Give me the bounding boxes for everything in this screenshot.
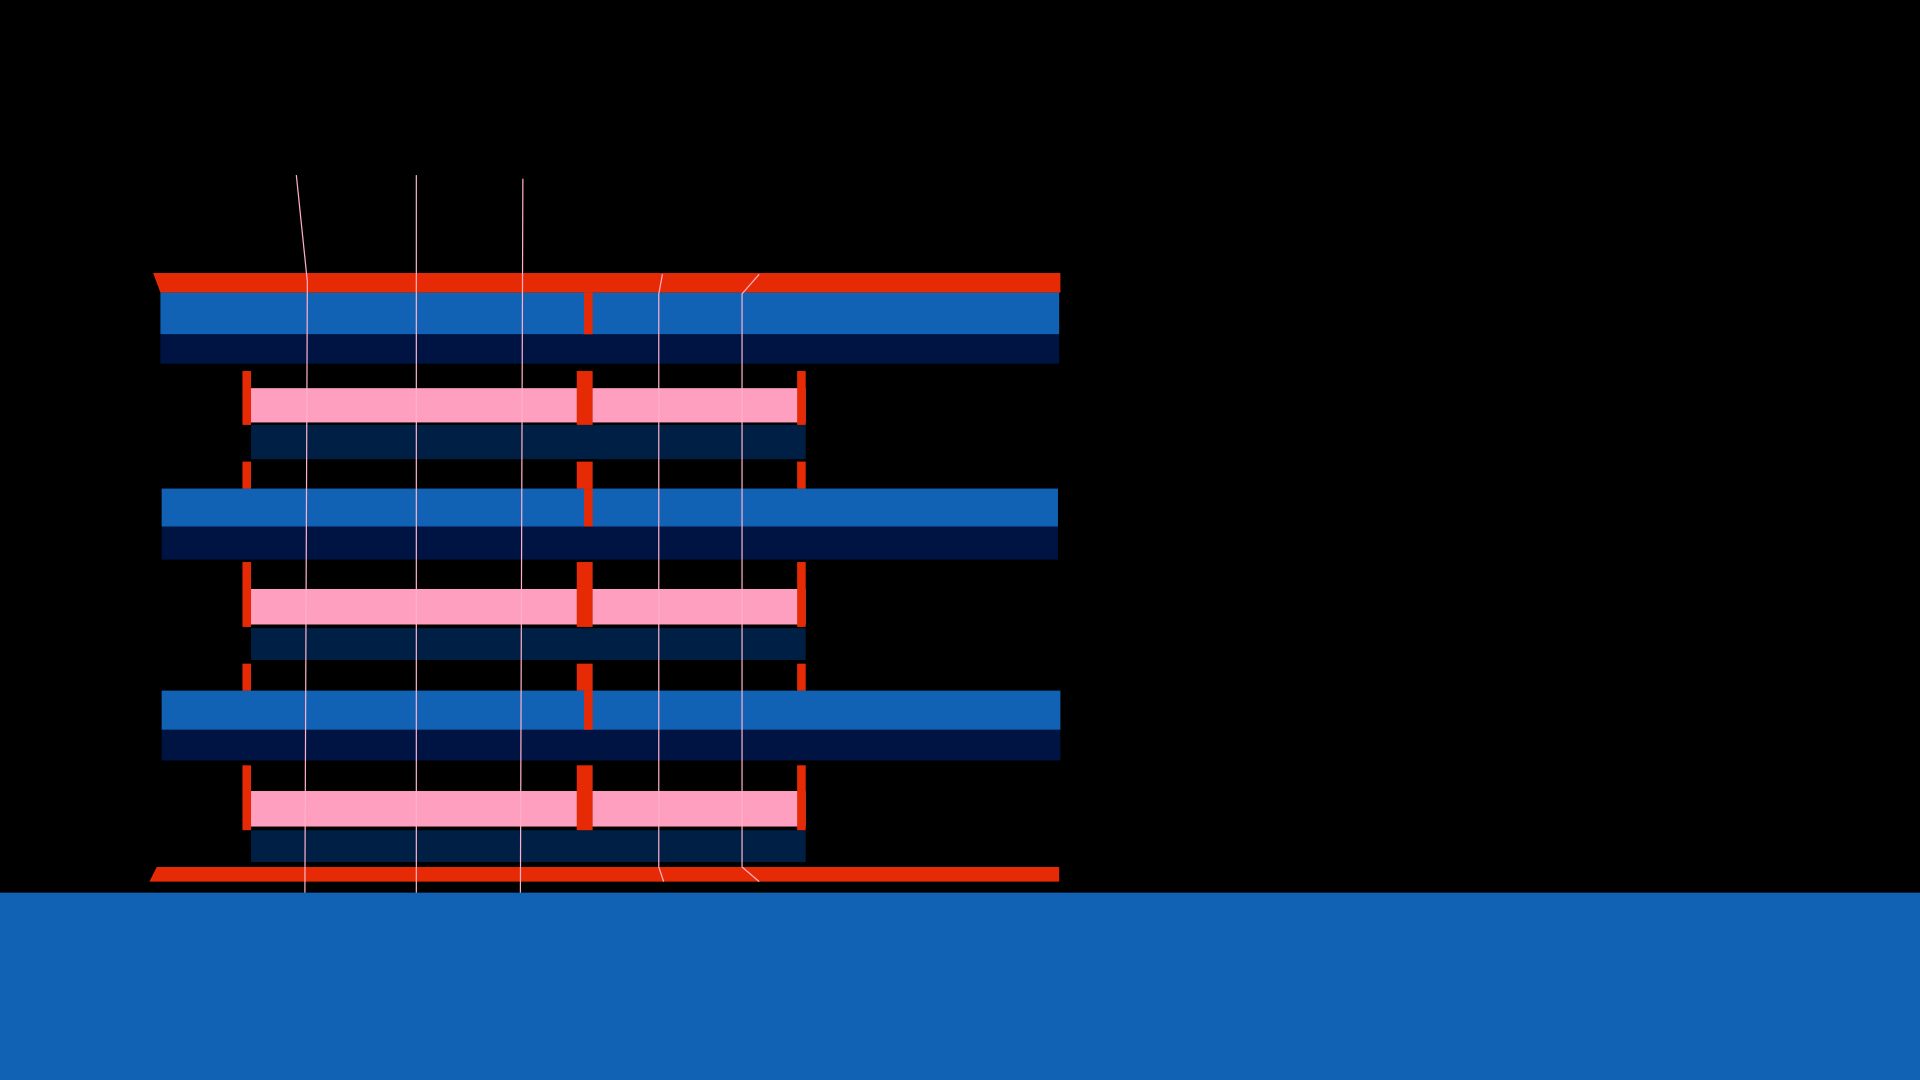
column	[576, 663, 593, 691]
column	[242, 663, 252, 691]
floor-shadow	[161, 526, 1058, 560]
column	[584, 292, 593, 335]
column	[242, 562, 252, 627]
column	[797, 663, 806, 691]
columns	[242, 292, 806, 831]
floor-band	[161, 488, 1058, 527]
column	[576, 371, 593, 425]
column	[242, 371, 252, 425]
bottom-beam	[149, 866, 1060, 882]
floor-shadow	[251, 628, 806, 660]
floor-shadow	[160, 334, 1060, 364]
floor-band	[251, 588, 806, 625]
column	[797, 371, 806, 425]
column	[797, 461, 806, 489]
column	[797, 765, 806, 831]
column	[242, 765, 252, 831]
floor-shadow	[251, 830, 806, 863]
floor-band	[251, 791, 806, 827]
column	[797, 562, 806, 627]
column	[576, 461, 593, 489]
floor-band	[160, 292, 1060, 335]
column	[584, 690, 593, 730]
floor-band	[251, 388, 806, 423]
column	[584, 488, 593, 527]
floor-shadow	[161, 729, 1061, 761]
column	[242, 461, 252, 489]
top-beam	[153, 273, 1061, 293]
cable	[519, 178, 524, 893]
floor-shadow	[251, 424, 806, 460]
cables	[295, 175, 760, 893]
cable	[658, 274, 665, 882]
column	[576, 765, 593, 831]
floor-band	[161, 690, 1061, 730]
cable	[741, 273, 760, 883]
column	[576, 562, 593, 627]
narrow-floors	[251, 388, 806, 863]
wide-floors	[160, 292, 1061, 761]
ground	[0, 892, 1920, 1080]
cable	[295, 175, 308, 893]
